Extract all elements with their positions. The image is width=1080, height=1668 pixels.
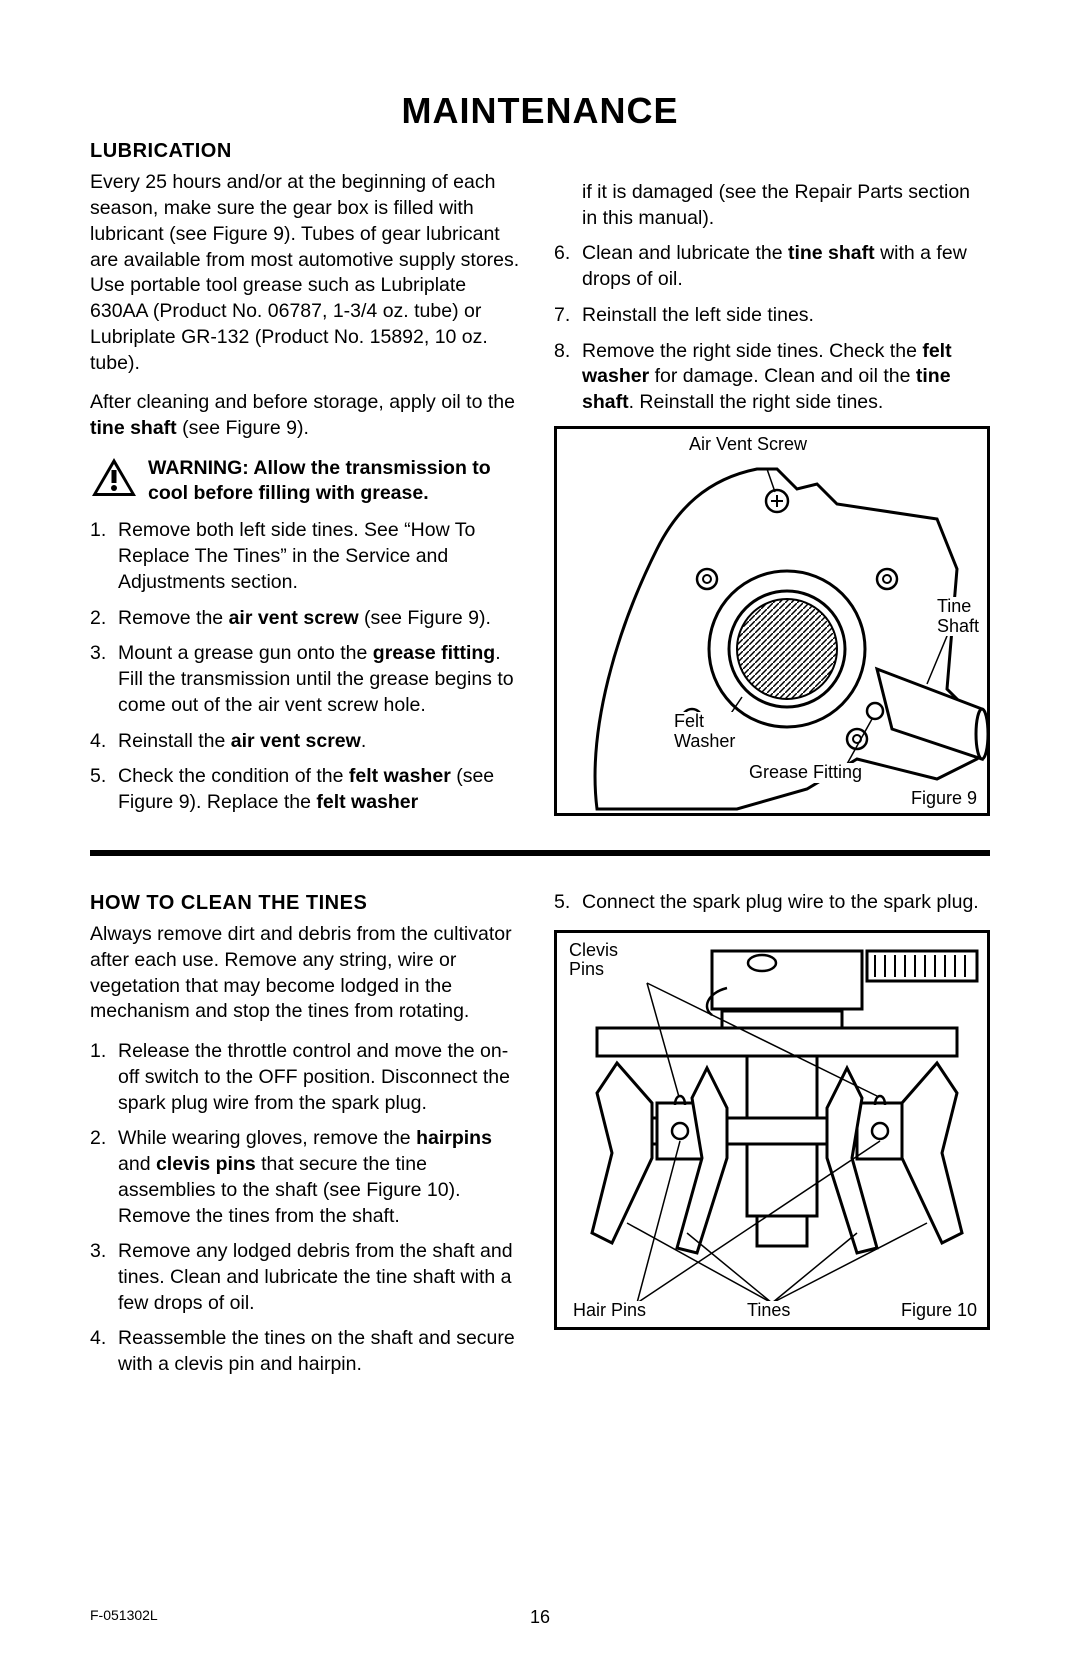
clean-steps-left: 1.Release the throttle control and move … [90, 1039, 526, 1378]
left-column-2: HOW TO CLEAN THE TINES Always remove dir… [90, 890, 526, 1388]
fig9-tine-shaft-label: TineShaft [935, 597, 981, 637]
figure-10: ClevisPins Hair Pins Tines Figure 10 [554, 930, 990, 1330]
list-item: 3.Remove any lodged debris from the shaf… [90, 1239, 526, 1316]
figure-10-drawing [557, 933, 987, 1333]
lubrication-heading: LUBRICATION [90, 138, 526, 164]
list-item: 3.Mount a grease gun onto the grease fit… [90, 641, 526, 718]
fig10-clevis-label: ClevisPins [567, 941, 620, 981]
fig10-caption: Figure 10 [899, 1301, 979, 1321]
figure-9-drawing [557, 429, 987, 819]
fig9-air-vent-label: Air Vent Screw [687, 435, 809, 455]
fig9-caption: Figure 9 [909, 789, 979, 809]
list-item: 4.Reassemble the tines on the shaft and … [90, 1326, 526, 1377]
footer-page-number: 16 [530, 1607, 550, 1628]
list-item: 1.Release the throttle control and move … [90, 1039, 526, 1116]
fig9-grease-label: Grease Fitting [747, 763, 864, 783]
warning-text: WARNING: Allow the transmission to cool … [148, 456, 526, 507]
list-item: 7.Reinstall the left side tines. [554, 303, 990, 329]
list-item: 5.Connect the spark plug wire to the spa… [554, 890, 990, 916]
fig10-hair-label: Hair Pins [571, 1301, 648, 1321]
list-item: 4.Reinstall the air vent screw. [90, 729, 526, 755]
lubrication-after: After cleaning and before storage, apply… [90, 390, 526, 441]
footer-code: F-051302L [90, 1607, 530, 1628]
lubrication-intro: Every 25 hours and/or at the beginning o… [90, 170, 526, 376]
lubrication-steps-right: if it is damaged (see the Repair Parts s… [554, 180, 990, 416]
clean-tines-section: HOW TO CLEAN THE TINES Always remove dir… [90, 890, 990, 1388]
figure-9: Air Vent Screw TineShaft FeltWasher Grea… [554, 426, 990, 816]
lubrication-section: LUBRICATION Every 25 hours and/or at the… [90, 138, 990, 826]
list-item: 2.While wearing gloves, remove the hairp… [90, 1126, 526, 1229]
clean-heading: HOW TO CLEAN THE TINES [90, 890, 526, 916]
list-item: 5.Check the condition of the felt washer… [90, 764, 526, 815]
page-title: MAINTENANCE [90, 90, 990, 132]
section-divider [90, 850, 990, 856]
warning-block: WARNING: Allow the transmission to cool … [90, 456, 526, 507]
fig10-tines-label: Tines [745, 1301, 792, 1321]
list-item: 2.Remove the air vent screw (see Figure … [90, 606, 526, 632]
fig9-felt-label: FeltWasher [672, 712, 737, 752]
left-column: LUBRICATION Every 25 hours and/or at the… [90, 138, 526, 826]
right-column: if it is damaged (see the Repair Parts s… [554, 138, 990, 826]
list-item: 1.Remove both left side tines. See “How … [90, 518, 526, 595]
list-item: if it is damaged (see the Repair Parts s… [554, 180, 990, 231]
warning-icon [90, 456, 138, 498]
page-footer: F-051302L 16 [90, 1607, 990, 1628]
list-item: 6.Clean and lubricate the tine shaft wit… [554, 241, 990, 292]
clean-steps-right: 5.Connect the spark plug wire to the spa… [554, 890, 990, 916]
lubrication-steps-left: 1.Remove both left side tines. See “How … [90, 518, 526, 815]
right-column-2: 5.Connect the spark plug wire to the spa… [554, 890, 990, 1388]
list-item: 8.Remove the right side tines. Check the… [554, 339, 990, 416]
clean-intro: Always remove dirt and debris from the c… [90, 922, 526, 1025]
